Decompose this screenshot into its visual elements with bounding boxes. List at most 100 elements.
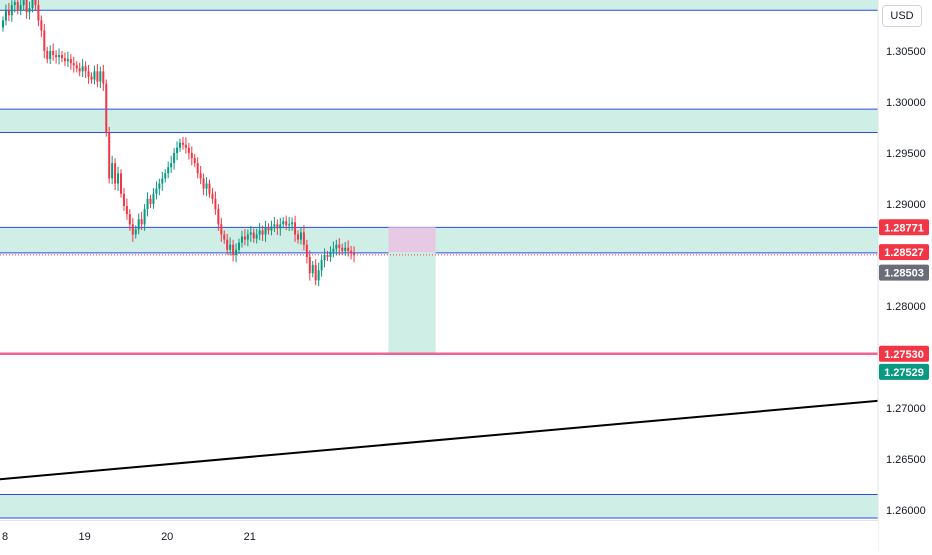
candle-body	[246, 234, 249, 240]
candle	[167, 161, 170, 179]
candle-body	[125, 205, 128, 215]
candle-body	[323, 254, 326, 260]
zone-fill	[0, 109, 878, 133]
candle	[75, 61, 78, 73]
candle	[52, 43, 55, 61]
target-area	[388, 252, 436, 354]
candle-body	[240, 236, 243, 243]
candle-body	[4, 10, 7, 21]
candle-body	[252, 232, 255, 239]
candle	[243, 229, 246, 246]
candle-body	[229, 244, 232, 250]
zone-fill	[0, 0, 878, 11]
candle-body	[34, 0, 37, 6]
candle-body	[146, 198, 149, 210]
candle-body	[176, 147, 179, 153]
candle-body	[308, 256, 311, 274]
candle	[134, 225, 137, 239]
candle	[264, 220, 267, 242]
candle-body	[335, 244, 338, 249]
candle	[25, 0, 28, 19]
candle	[131, 217, 134, 242]
candle-body	[108, 132, 111, 179]
candle-body	[326, 254, 329, 257]
candle-body	[28, 8, 31, 13]
time-tick-label: 8	[2, 531, 8, 543]
candle	[58, 48, 61, 65]
candle-body	[243, 236, 246, 240]
candle	[111, 155, 114, 185]
candle-body	[134, 229, 137, 235]
candle	[270, 220, 273, 236]
candle	[187, 142, 190, 160]
candle-body	[282, 221, 285, 225]
candle-body	[105, 83, 108, 133]
price-tick-label: 1.29500	[886, 148, 926, 160]
candle-body	[190, 152, 193, 159]
candle-body	[311, 265, 314, 274]
candle	[338, 238, 341, 256]
candle	[288, 216, 291, 232]
candle-body	[181, 142, 184, 145]
candle	[350, 245, 353, 260]
candle	[226, 233, 229, 255]
lines-layer	[0, 254, 932, 481]
candle-body	[13, 2, 16, 6]
candle	[326, 250, 329, 262]
candle	[37, 0, 40, 27]
candle-body	[167, 167, 170, 174]
candle	[55, 50, 58, 64]
candle-body	[69, 59, 72, 64]
candle-body	[338, 244, 341, 248]
candle	[137, 213, 140, 235]
candle	[240, 230, 243, 248]
candle	[314, 259, 317, 286]
candle-body	[344, 247, 347, 251]
candle	[125, 198, 128, 220]
price-tick-label: 1.26000	[886, 505, 926, 517]
zones-layer	[0, 0, 878, 519]
candle-body	[317, 270, 320, 281]
candle-body	[31, 0, 34, 9]
candle-body	[81, 66, 84, 72]
candle	[72, 56, 75, 73]
currency-selector[interactable]: USD	[882, 5, 922, 27]
price-label: 1.27529	[879, 363, 929, 380]
candle-body	[170, 163, 173, 168]
candle-body	[128, 214, 131, 225]
price-label-text: 1.28503	[884, 268, 924, 280]
candle-body	[279, 224, 282, 229]
candle-body	[264, 227, 267, 235]
candle-body	[320, 260, 323, 271]
candle	[246, 229, 249, 247]
candle	[40, 15, 43, 38]
candle	[211, 188, 214, 204]
candle	[279, 217, 282, 236]
candle	[223, 230, 226, 244]
candle	[193, 153, 196, 168]
candle-body	[122, 193, 125, 206]
candle	[22, 0, 25, 11]
candle	[46, 46, 49, 64]
candle	[120, 169, 122, 198]
candle	[10, 0, 13, 22]
candle	[308, 250, 311, 281]
candle	[146, 192, 149, 217]
candle	[311, 261, 314, 278]
candle-body	[199, 173, 202, 179]
candle	[81, 58, 84, 78]
candle	[96, 64, 99, 88]
candle-body	[350, 250, 353, 253]
candle-body	[93, 71, 96, 80]
candle-body	[299, 232, 302, 240]
candle	[252, 228, 255, 243]
candle	[329, 246, 332, 262]
candle-body	[353, 252, 356, 255]
candle-body	[232, 244, 235, 255]
stop-area	[388, 227, 436, 253]
candle	[202, 173, 205, 196]
candle-body	[58, 55, 61, 58]
candle-body	[305, 244, 308, 257]
